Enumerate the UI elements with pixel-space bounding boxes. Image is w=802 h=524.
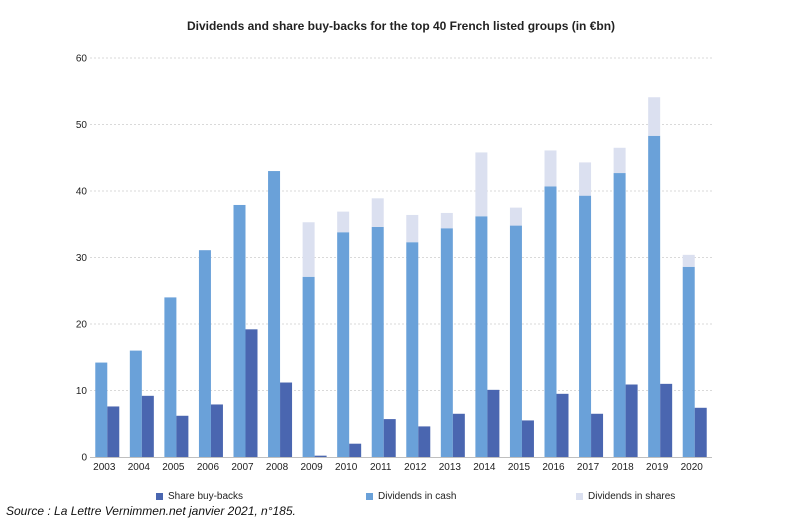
bar-dividends-in-cash-2011 xyxy=(371,226,384,457)
x-tick-label: 2012 xyxy=(404,462,427,473)
x-axis: 2003 2004 2005 2006 2007 2008 2009 2010 2011 2012… xyxy=(93,462,703,473)
x-tick-label: 2010 xyxy=(335,462,358,473)
y-tick-label: 20 xyxy=(76,320,88,331)
y-tick-label: 40 xyxy=(76,187,88,198)
bar-dividends-in-shares-2012 xyxy=(406,214,419,243)
bar-share-buy-backs-2003 xyxy=(107,406,120,457)
x-tick-label: 2019 xyxy=(646,462,669,473)
bar-share-buy-backs-2019 xyxy=(660,383,673,457)
bar-dividends-in-cash-2020 xyxy=(682,266,695,457)
x-tick-label: 2013 xyxy=(439,462,462,473)
y-tick-label: 10 xyxy=(76,386,88,397)
bar-dividends-in-cash-2013 xyxy=(440,228,453,457)
bars xyxy=(95,97,707,458)
x-tick-label: 2008 xyxy=(266,462,289,473)
bar-share-buy-backs-2008 xyxy=(280,382,293,457)
bar-dividends-in-cash-2017 xyxy=(579,195,592,457)
x-tick-label: 2003 xyxy=(93,462,116,473)
bar-dividends-in-shares-2010 xyxy=(337,211,350,233)
x-tick-label: 2016 xyxy=(542,462,565,473)
x-tick-label: 2009 xyxy=(300,462,323,473)
bar-share-buy-backs-2012 xyxy=(418,426,431,457)
bar-dividends-in-shares-2015 xyxy=(509,207,522,226)
bar-dividends-in-cash-2006 xyxy=(198,250,211,457)
x-tick-label: 2007 xyxy=(231,462,254,473)
x-tick-label: 2015 xyxy=(508,462,531,473)
legend-swatch-dividends-in-shares xyxy=(576,493,583,500)
x-tick-label: 2020 xyxy=(681,462,704,473)
legend-label-dividends-in-cash: Dividends in cash xyxy=(378,491,457,502)
y-tick-label: 30 xyxy=(76,253,88,264)
bar-dividends-in-cash-2012 xyxy=(406,242,419,457)
bar-dividends-in-shares-2019 xyxy=(648,97,661,136)
bar-dividends-in-cash-2019 xyxy=(648,135,661,457)
bar-dividends-in-cash-2010 xyxy=(337,232,350,457)
x-tick-label: 2014 xyxy=(473,462,496,473)
bar-share-buy-backs-2017 xyxy=(591,413,604,457)
source-note: Source : La Lettre Vernimmen.net janvier… xyxy=(6,504,296,518)
bar-dividends-in-shares-2018 xyxy=(613,147,626,174)
bar-share-buy-backs-2013 xyxy=(452,413,465,457)
y-tick-label: 50 xyxy=(76,120,88,131)
x-tick-label: 2005 xyxy=(162,462,185,473)
legend-swatch-share-buy-backs xyxy=(156,493,163,500)
y-tick-label: 60 xyxy=(76,54,88,65)
x-tick-label: 2018 xyxy=(611,462,634,473)
bar-dividends-in-shares-2016 xyxy=(544,150,557,187)
legend-item-dividends-in-shares: Dividends in shares xyxy=(576,491,675,502)
y-axis: 0 10 20 30 40 50 60 xyxy=(76,54,88,464)
legend-label-dividends-in-shares: Dividends in shares xyxy=(588,491,676,502)
legend-item-dividends-in-cash: Dividends in cash xyxy=(366,491,456,502)
bar-share-buy-backs-2016 xyxy=(556,393,569,457)
bar-dividends-in-shares-2011 xyxy=(371,198,384,227)
bar-dividends-in-shares-2020 xyxy=(682,254,695,267)
bar-share-buy-backs-2009 xyxy=(314,455,327,457)
bar-dividends-in-cash-2018 xyxy=(613,173,626,458)
x-tick-label: 2004 xyxy=(128,462,151,473)
legend-swatch-dividends-in-cash xyxy=(366,493,373,500)
bar-share-buy-backs-2018 xyxy=(625,384,638,457)
bar-share-buy-backs-2020 xyxy=(694,407,707,457)
bar-share-buy-backs-2007 xyxy=(245,329,258,457)
chart-title: Dividends and share buy-backs for the to… xyxy=(186,19,616,33)
bar-dividends-in-shares-2017 xyxy=(579,162,592,196)
bar-dividends-in-cash-2014 xyxy=(475,216,488,457)
bar-share-buy-backs-2015 xyxy=(521,420,534,457)
bar-dividends-in-cash-2003 xyxy=(95,362,108,457)
x-tick-label: 2017 xyxy=(577,462,600,473)
bar-dividends-in-shares-2009 xyxy=(302,222,315,277)
bar-dividends-in-cash-2007 xyxy=(233,204,246,457)
bar-share-buy-backs-2004 xyxy=(141,395,154,457)
bar-dividends-in-cash-2005 xyxy=(164,297,177,457)
bar-dividends-in-shares-2014 xyxy=(475,152,488,217)
gridlines xyxy=(90,57,712,458)
bar-share-buy-backs-2006 xyxy=(210,404,223,457)
bar-share-buy-backs-2005 xyxy=(176,415,189,457)
bar-dividends-in-cash-2004 xyxy=(129,350,142,457)
bar-dividends-in-cash-2008 xyxy=(268,171,281,458)
bar-dividends-in-cash-2016 xyxy=(544,186,557,457)
x-tick-label: 2006 xyxy=(197,462,220,473)
bar-dividends-in-cash-2015 xyxy=(509,225,522,457)
bar-dividends-in-cash-2009 xyxy=(302,276,315,457)
x-tick-label: 2011 xyxy=(370,462,392,473)
legend-item-share-buy-backs: Share buy-backs xyxy=(156,491,243,502)
bar-share-buy-backs-2011 xyxy=(383,419,396,457)
legend-label-share-buy-backs: Share buy-backs xyxy=(168,491,244,502)
bar-dividends-in-shares-2013 xyxy=(440,212,453,229)
bar-share-buy-backs-2010 xyxy=(349,443,362,457)
y-tick-label: 0 xyxy=(81,453,87,464)
bar-share-buy-backs-2014 xyxy=(487,389,500,457)
